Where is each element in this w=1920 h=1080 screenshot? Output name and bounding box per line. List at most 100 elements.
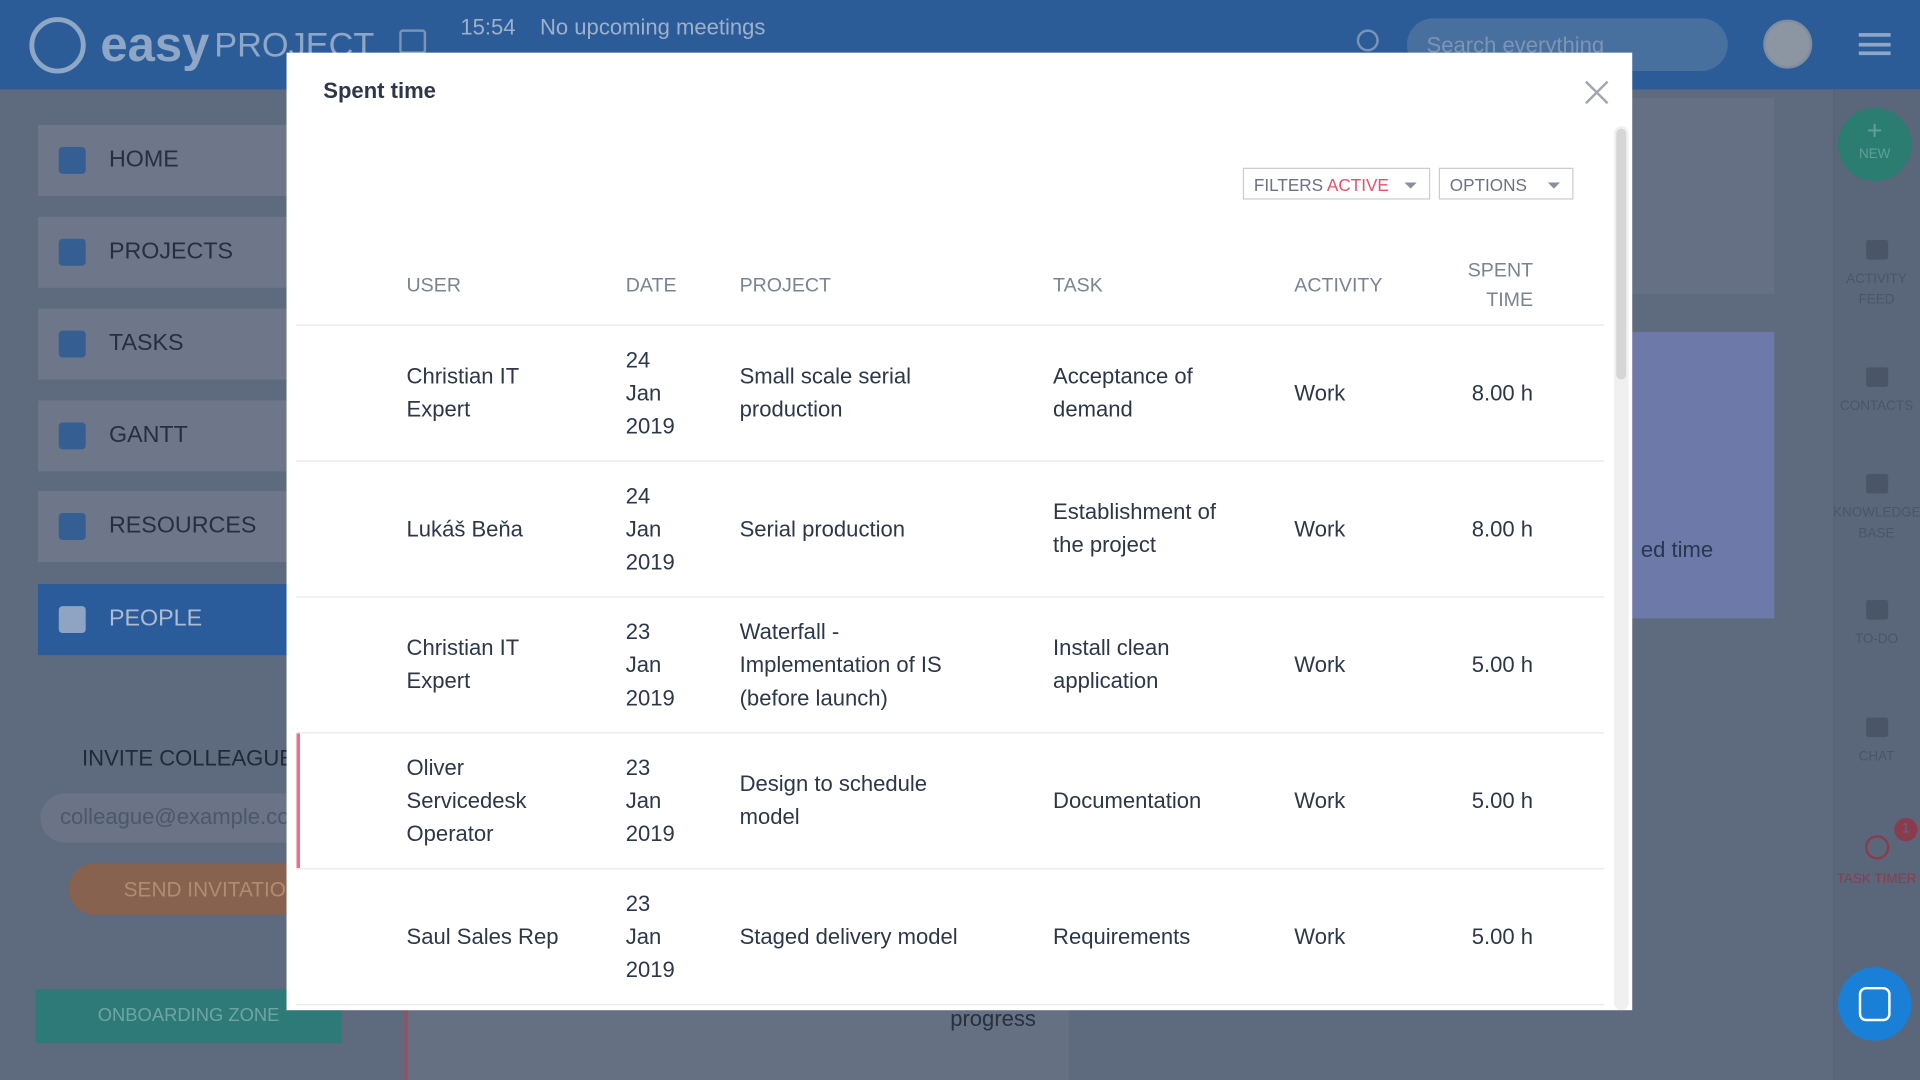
cell-text: Serial production (739, 516, 906, 541)
logo-main: easy (100, 17, 210, 72)
nav-icon (58, 606, 86, 634)
cell-text: Christian IT Expert (406, 363, 519, 422)
time-table: USER DATE PROJECT TASK ACTIVITY SPENT TIME Chr… (296, 249, 1605, 1006)
cell-text: 24 Jan 2019 (625, 347, 675, 438)
column-header[interactable]: TASK (1053, 272, 1294, 301)
table-cell: Install clean application (1053, 632, 1294, 698)
new-button[interactable]: NEW (1837, 107, 1912, 182)
column-header[interactable]: ACTIVITY (1294, 272, 1446, 301)
filters-label: FILTERS (1253, 175, 1324, 195)
nav-label: TASKS (108, 330, 184, 357)
cell-text: 8.00 h (1471, 516, 1534, 541)
table-cell: Requirements (1053, 920, 1294, 953)
rail-icon (1864, 835, 1889, 860)
table-header: USER DATE PROJECT TASK ACTIVITY SPENT TIME (296, 249, 1605, 326)
column-label: PROJECT (739, 275, 832, 297)
table-row[interactable]: Saul Sales Rep 23 Jan 2019 Staged delivery… (296, 869, 1605, 1006)
table-row[interactable]: Christian IT Expert 23 Jan 2019 Waterfall … (296, 598, 1605, 734)
caret (1404, 182, 1417, 194)
nav-label: RESOURCES (108, 513, 257, 539)
column-header[interactable]: PROJECT (740, 272, 1053, 301)
table-row[interactable]: Christian IT Expert 24 Jan 2019 Small scal… (296, 326, 1605, 462)
rail-label: CONTACTS (1839, 399, 1914, 414)
table-cell: Work (1294, 648, 1446, 681)
rail-item[interactable]: CHAT (1833, 717, 1920, 768)
background-panel (1632, 97, 1775, 294)
table-row[interactable]: Oliver Servicedesk Operator 23 Jan 2019 De… (296, 733, 1605, 870)
logo-icon (29, 17, 86, 74)
cell-text: Requirements (1053, 923, 1191, 949)
column-label: USER (406, 275, 461, 297)
table-cell: Work (1294, 920, 1446, 953)
column-header[interactable]: DATE (626, 272, 740, 301)
cell-text: Lukáš Beňa (406, 516, 523, 541)
table-cell: 5.00 h (1446, 784, 1533, 817)
cell-text: Work (1294, 380, 1346, 405)
table-cell: Waterfall - Implementation of IS (before… (740, 615, 1053, 714)
table-cell: Serial production (740, 512, 1053, 545)
rail-label: KNOWLEDGE BASE (1833, 505, 1920, 542)
search-icon[interactable] (1356, 29, 1379, 52)
rail-item[interactable]: ACTIVITY FEED (1833, 240, 1920, 311)
cell-text: 5.00 h (1471, 652, 1534, 677)
nav-label: PEOPLE (108, 606, 203, 632)
invite-input[interactable]: colleague@example.com (40, 793, 323, 843)
table-cell: Oliver Servicedesk Operator (407, 751, 626, 850)
table-cell: Christian IT Expert (407, 632, 626, 698)
column-label: TASK (1053, 275, 1103, 297)
rail-icon (1865, 240, 1888, 260)
cell-text: Work (1294, 923, 1346, 949)
avatar[interactable] (1763, 19, 1813, 69)
cell-text: Saul Sales Rep (406, 923, 559, 949)
background-panel (404, 1004, 1069, 1080)
table-cell: Establishment of the project (1053, 496, 1294, 562)
menu-button[interactable] (1858, 33, 1891, 56)
table-cell: 23 Jan 2019 (626, 887, 740, 986)
nav-label: HOME (108, 146, 179, 173)
cell-text: 24 Jan 2019 (625, 483, 675, 574)
clock: 15:54 (460, 14, 516, 40)
rail-label: CHAT (1858, 749, 1895, 765)
nav-icon (58, 422, 86, 450)
rail-item[interactable]: TASK TIMER (1833, 835, 1920, 890)
nav-icon (58, 330, 86, 358)
background-panel (1632, 331, 1775, 619)
cell-text: 23 Jan 2019 (625, 890, 675, 982)
column-label: DATE (625, 275, 677, 297)
column-header[interactable]: SPENT TIME (1446, 257, 1533, 316)
cell-text: 23 Jan 2019 (625, 618, 675, 710)
options-button[interactable]: OPTIONS (1438, 167, 1574, 200)
cell-text: Design to schedule model (739, 771, 928, 829)
table-cell: Documentation (1053, 784, 1294, 817)
column-header[interactable]: USER (407, 272, 626, 301)
cell-text: Staged delivery model (739, 923, 958, 949)
nav-icon (58, 238, 86, 266)
meetings[interactable]: No upcoming meetings (540, 14, 766, 40)
background-text: progress (950, 1006, 1036, 1032)
cell-text: Oliver Servicedesk Operator (406, 754, 527, 846)
scrollbar-thumb[interactable] (1616, 128, 1627, 380)
cell-text: Waterfall - Implementation of IS (before… (739, 618, 942, 710)
invite-title: INVITE COLLEAGUES (82, 745, 309, 771)
table-cell: Staged delivery model (740, 920, 1053, 953)
table-cell: Acceptance of demand (1053, 360, 1294, 426)
timer-badge: 1 (1894, 817, 1918, 842)
rail-item[interactable]: KNOWLEDGE BASE (1833, 473, 1920, 545)
column-label: SPENT TIME (1467, 260, 1534, 312)
rail-label: TO-DO (1854, 631, 1899, 647)
caret (1547, 182, 1561, 194)
table-cell: Small scale serial production (740, 360, 1053, 426)
cell-text: 23 Jan 2019 (625, 754, 675, 846)
chat-launcher[interactable] (1837, 967, 1912, 1041)
close-button[interactable] (1584, 80, 1608, 104)
table-cell: 8.00 h (1446, 512, 1533, 545)
rail-item[interactable]: CONTACTS (1833, 367, 1920, 417)
table-cell: Saul Sales Rep (407, 920, 626, 953)
cell-text: 5.00 h (1471, 787, 1534, 813)
calendar-icon[interactable] (399, 29, 427, 54)
options-label: OPTIONS (1449, 175, 1527, 195)
filters-button[interactable]: FILTERS ACTIVE (1242, 167, 1431, 200)
rail-item[interactable]: TO-DO (1833, 600, 1920, 650)
table-row[interactable]: Lukáš Beňa 24 Jan 2019 Serial production Es… (296, 462, 1605, 598)
